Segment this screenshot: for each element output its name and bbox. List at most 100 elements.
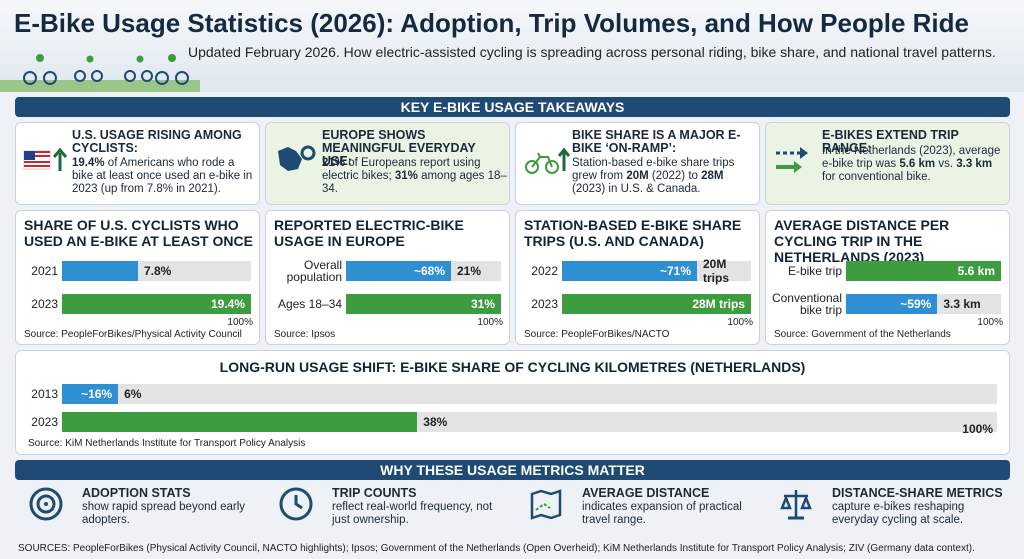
bar-track: 7.8% [62, 261, 251, 281]
item-text: show rapid spread beyond early adopters. [82, 501, 246, 526]
card-text: Station-based e-bike share trips grew fr… [572, 157, 735, 182]
takeaway-card: U.S. USAGE RISING AMONG CYCLISTS: 19.4% o… [15, 122, 260, 205]
panel-title: AVERAGE DISTANCE PER CYCLING TRIP IN THE… [774, 217, 950, 265]
card-text: 19.4% [72, 157, 105, 169]
value-label: 20M trips [703, 257, 730, 285]
card-text: of Americans who rode a bike at least on… [72, 157, 253, 195]
row-label: 2021 [31, 264, 58, 278]
item-text: indicates expansion of practical travel … [582, 501, 742, 526]
ratio-label: ~16% [81, 387, 113, 401]
takeaway-card: BIKE SHARE IS A MAJOR E-BIKE ‘ON-RAMP’: S… [515, 122, 760, 205]
icon [522, 141, 571, 186]
icon-graphic [23, 147, 68, 171]
card-text: 5.6 km [899, 158, 936, 170]
item-text: reflect real-world frequency, not just o… [332, 501, 493, 526]
chart-panel: STATION-BASED E-BIKE SHARE TRIPS (U.S. A… [515, 210, 760, 345]
header: E-Bike Usage Statistics (2026): Adoption… [0, 0, 1024, 92]
panel-source: Source: PeopleForBikes/Physical Activity… [24, 329, 242, 340]
row-label: Conventional bike trip [771, 291, 842, 317]
card-body: 19.4% of Americans who rode a bike at le… [72, 157, 257, 196]
item-title: DISTANCE-SHARE METRICS [832, 486, 1003, 500]
value-label: 21% [457, 264, 482, 278]
icon-graphic [780, 490, 812, 520]
row-label: 2023 [31, 297, 58, 311]
panel-title: REPORTED ELECTRIC-BIKE USAGE IN EUROPE [274, 217, 464, 249]
icon [772, 141, 820, 186]
bar-track: 19.4% [62, 294, 251, 314]
title: E-Bike Usage Statistics (2026): Adoption… [14, 8, 969, 38]
bar [62, 261, 138, 281]
bar: ~59% [846, 294, 938, 314]
chart-panel: REPORTED ELECTRIC-BIKE USAGE IN EUROPE Ov… [265, 210, 510, 345]
takeaway-card: E-BIKES EXTEND TRIP RANGE: In the Netherl… [765, 122, 1010, 205]
value-label: 6% [124, 387, 142, 401]
value-label: 38% [423, 415, 448, 429]
chart-panel: AVERAGE DISTANCE PER CYCLING TRIP IN THE… [765, 210, 1010, 345]
panel-source: Source: Government of the Netherlands [774, 329, 951, 340]
bar-track: ~68% 21% [346, 261, 501, 281]
bar: ~71% [562, 261, 697, 281]
card-body: 21% of Europeans report using electric b… [322, 157, 507, 196]
long-run-panel: LONG-RUN USAGE SHIFT: E-BIKE SHARE OF CY… [15, 350, 1010, 455]
card-text: 21% [322, 157, 346, 169]
bar-track: 28M trips [562, 294, 751, 314]
bar-track: ~59% 3.3 km [846, 294, 1001, 314]
icon [28, 486, 68, 531]
icon [778, 486, 818, 531]
value-label: 28M trips [692, 297, 745, 311]
card-text: (2022) to [648, 170, 702, 182]
bar-track: ~16% 6% [62, 384, 997, 404]
panel-title: LONG-RUN USAGE SHIFT: E-BIKE SHARE OF CY… [219, 359, 806, 375]
card-title: E-BIKES EXTEND TRIP RANGE: [822, 128, 959, 155]
value-label: 31% [470, 297, 495, 311]
row-label: Ages 18–34 [277, 297, 342, 311]
card-text: vs. [935, 158, 957, 170]
icon [528, 486, 568, 531]
card-text: In the Netherlands (2023), average e-bik… [822, 145, 1001, 170]
icon-graphic [530, 489, 562, 520]
card-title: U.S. USAGE RISING AMONG CYCLISTS: [72, 128, 242, 155]
panel-source: Source: Ipsos [274, 329, 336, 340]
ratio-label: ~68% [413, 264, 445, 278]
bar: ~68% [346, 261, 451, 281]
bar-track: ~71% 20M trips [562, 257, 751, 285]
bar: 5.6 km [846, 261, 1001, 281]
panel-source: Source: PeopleForBikes/NACTO [524, 329, 670, 340]
card-title: BIKE SHARE IS A MAJOR E-BIKE ‘ON-RAMP’: [572, 128, 741, 155]
panel-title: SHARE OF U.S. CYCLISTS WHO USED AN E-BIK… [24, 217, 253, 249]
bar: 31% [346, 294, 501, 314]
icon-graphic [776, 147, 808, 173]
row-label: 2023 [531, 297, 558, 311]
card-text: 31% [394, 170, 418, 182]
item-title: TRIP COUNTS [332, 486, 417, 500]
bar-track: 5.6 km [846, 261, 1001, 281]
cyclists-illustration [0, 54, 200, 92]
card-text: 20M [626, 170, 649, 182]
scale-end-label: 100% [727, 317, 753, 328]
icon-graphic [279, 487, 313, 521]
icon [278, 486, 318, 531]
row-label: 2022 [531, 264, 558, 278]
icon [272, 141, 320, 186]
section-heading: WHY THESE USAGE METRICS MATTER [15, 460, 1010, 480]
section-heading: KEY E-BIKE USAGE TAKEAWAYS [15, 97, 1010, 117]
bar [62, 412, 418, 432]
item-text: capture e-bikes reshaping everyday cycli… [832, 501, 965, 526]
icon-graphic [525, 147, 571, 174]
card-text: of Europeans report using electric bikes… [322, 157, 481, 182]
row-label: E-bike trip [787, 264, 842, 278]
value-label: 5.6 km [957, 264, 995, 278]
bar: ~16% [62, 384, 119, 404]
value-label: 19.4% [210, 297, 245, 311]
item-title: AVERAGE DISTANCE [582, 486, 710, 500]
item-title: ADOPTION STATS [82, 486, 191, 500]
card-title: EUROPE SHOWS MEANINGFUL EVERYDAY USE: [322, 128, 476, 168]
card-text: 3.3 km [956, 158, 993, 170]
row-label: 2023 [31, 415, 58, 429]
scale-end-label: 100% [962, 422, 993, 436]
value-label: 3.3 km [943, 297, 981, 311]
value-label: 7.8% [143, 264, 172, 278]
card-text: 28M [701, 170, 724, 182]
panel-source: Source: KiM Netherlands Institute for Tr… [28, 438, 306, 449]
